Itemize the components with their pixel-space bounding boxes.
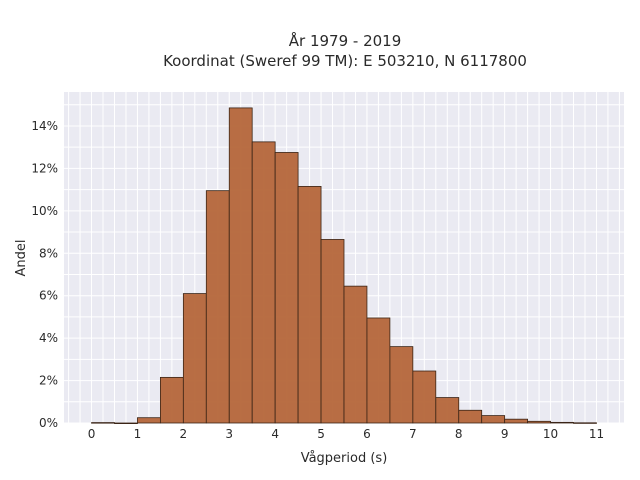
x-tick-label: 7 xyxy=(409,427,417,441)
histogram-bar xyxy=(343,285,368,424)
y-tick-label: 6% xyxy=(39,289,58,303)
histogram-bar xyxy=(573,422,597,424)
histogram-bar xyxy=(114,422,138,425)
chart-subtitle: Koordinat (Sweref 99 TM): E 503210, N 61… xyxy=(163,52,527,70)
histogram-bar xyxy=(159,376,184,424)
histogram-bar xyxy=(435,397,460,424)
histogram-bar xyxy=(137,417,161,424)
histogram-bar xyxy=(527,420,551,424)
x-tick-labels: 0 1 2 3 4 5 6 7 8 9 10 11 xyxy=(88,427,604,441)
bars xyxy=(91,107,597,425)
y-tick-label: 8% xyxy=(39,246,58,260)
histogram-bar xyxy=(481,415,506,424)
x-tick-label: 0 xyxy=(88,427,96,441)
histogram-bar xyxy=(297,186,322,424)
x-tick-label: 2 xyxy=(180,427,188,441)
y-tick-labels: 0% 2% 4% 6% 8% 10% 12% 14% xyxy=(31,119,58,430)
y-tick-label: 14% xyxy=(31,119,58,133)
y-tick-label: 12% xyxy=(31,161,58,175)
histogram-bar xyxy=(274,152,299,424)
x-tick-label: 10 xyxy=(543,427,558,441)
x-tick-label: 1 xyxy=(134,427,142,441)
histogram-bar xyxy=(458,409,483,424)
y-axis-label: Andel xyxy=(14,240,29,277)
histogram-bar xyxy=(550,421,574,424)
histogram-bar xyxy=(504,418,529,424)
x-tick-label: 3 xyxy=(225,427,233,441)
x-tick-label: 11 xyxy=(589,427,604,441)
histogram-bar xyxy=(320,239,345,424)
y-tick-label: 0% xyxy=(39,416,58,430)
x-tick-label: 8 xyxy=(455,427,463,441)
y-tick-label: 10% xyxy=(31,204,58,218)
chart-title: År 1979 - 2019 xyxy=(289,31,402,50)
histogram-bar xyxy=(389,346,414,424)
y-tick-label: 4% xyxy=(39,331,58,345)
x-tick-label: 9 xyxy=(501,427,509,441)
histogram-bar xyxy=(91,422,115,424)
x-tick-label: 4 xyxy=(271,427,279,441)
x-tick-label: 6 xyxy=(363,427,371,441)
histogram-bar xyxy=(412,370,437,424)
histogram-bar xyxy=(182,293,207,424)
x-tick-label: 5 xyxy=(317,427,325,441)
x-axis-label: Vågperiod (s) xyxy=(301,451,388,466)
histogram-bar xyxy=(228,107,253,424)
y-tick-label: 2% xyxy=(39,374,58,388)
histogram-bar xyxy=(205,190,230,424)
histogram-bar xyxy=(366,317,391,424)
histogram-bar xyxy=(251,141,276,424)
